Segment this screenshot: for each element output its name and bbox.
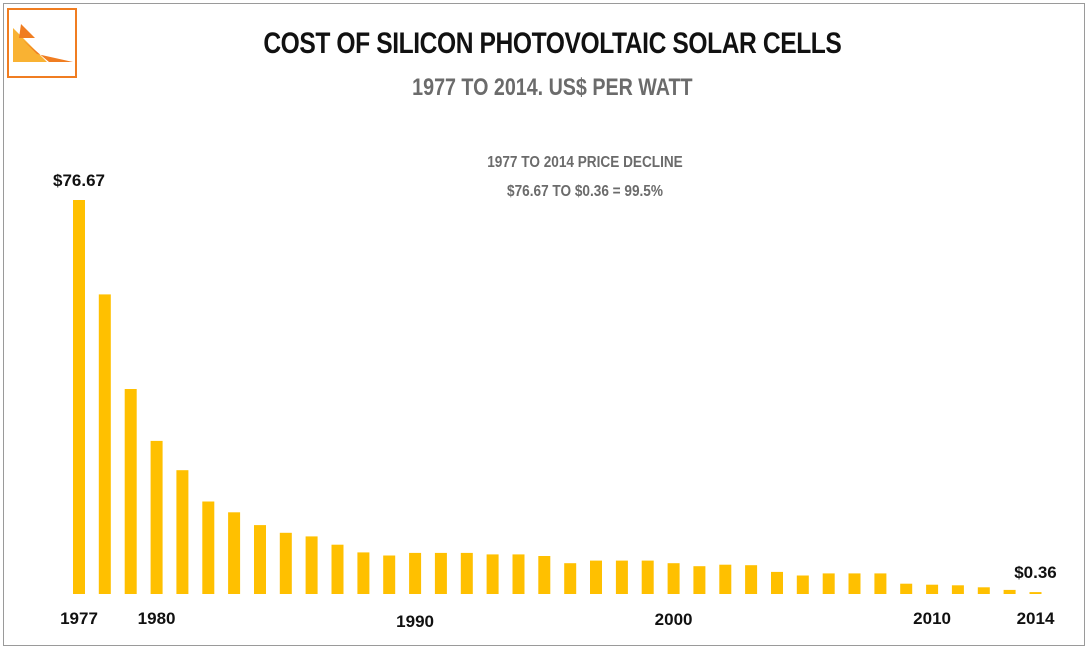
x-tick-label: 1990: [396, 612, 434, 631]
x-tick-label: 2000: [655, 610, 693, 629]
bar-1993: [486, 554, 499, 594]
bar-2002: [719, 564, 732, 594]
bar-2012: [977, 587, 990, 594]
bar-1978: [98, 294, 111, 594]
bar-1998: [615, 560, 628, 594]
x-tick-label: 2014: [1017, 609, 1055, 628]
bar-1996: [564, 563, 577, 594]
bar-1980: [150, 440, 163, 594]
bar-1995: [538, 556, 551, 594]
bar-1990: [409, 552, 422, 594]
bar-1999: [641, 560, 654, 594]
bar-2000: [667, 563, 680, 594]
chart-title: COST OF SILICON PHOTOVOLTAIC SOLAR CELLS: [263, 27, 842, 60]
bar-1985: [279, 532, 292, 594]
bar-1997: [590, 560, 602, 594]
bar-1992: [460, 552, 473, 594]
bar-2011: [951, 585, 964, 594]
bar-1984: [254, 525, 266, 594]
bar-1989: [383, 555, 396, 594]
bar-1988: [357, 552, 370, 594]
bar-2007: [848, 573, 861, 594]
chart-subtitle: 1977 TO 2014. US$ PER WATT: [412, 74, 693, 101]
price-decline-note-value: $76.67 TO $0.36 = 99.5%: [507, 183, 663, 200]
bar-2001: [693, 566, 706, 594]
triangle-logo-icon: [13, 24, 73, 62]
bar-2014: [1029, 592, 1042, 594]
bar-2013: [1003, 589, 1016, 594]
x-tick-label: 2010: [913, 609, 951, 628]
bar-2003: [745, 565, 758, 594]
bar-1994: [512, 554, 525, 594]
bar-1977: [73, 200, 85, 594]
bar-2005: [796, 575, 809, 594]
logo: [7, 8, 77, 78]
data-label: $76.67: [53, 171, 105, 190]
bar-1986: [305, 536, 318, 594]
data-label: $0.36: [1014, 563, 1057, 582]
bar-1987: [331, 544, 344, 594]
chart-frame: [3, 3, 1085, 646]
bar-1983: [228, 512, 241, 594]
x-tick-label: 1980: [138, 609, 176, 628]
bar-2006: [822, 573, 835, 594]
bar-1982: [202, 501, 215, 594]
x-tick-label: 1977: [60, 609, 98, 628]
bar-1981: [176, 470, 189, 594]
price-decline-note-title: 1977 TO 2014 PRICE DECLINE: [487, 154, 683, 171]
bar-1979: [124, 389, 137, 594]
bar-2009: [900, 583, 913, 594]
bar-1991: [434, 552, 447, 594]
bar-2004: [771, 571, 783, 594]
bar-2010: [926, 584, 939, 594]
bar-2008: [874, 573, 887, 594]
